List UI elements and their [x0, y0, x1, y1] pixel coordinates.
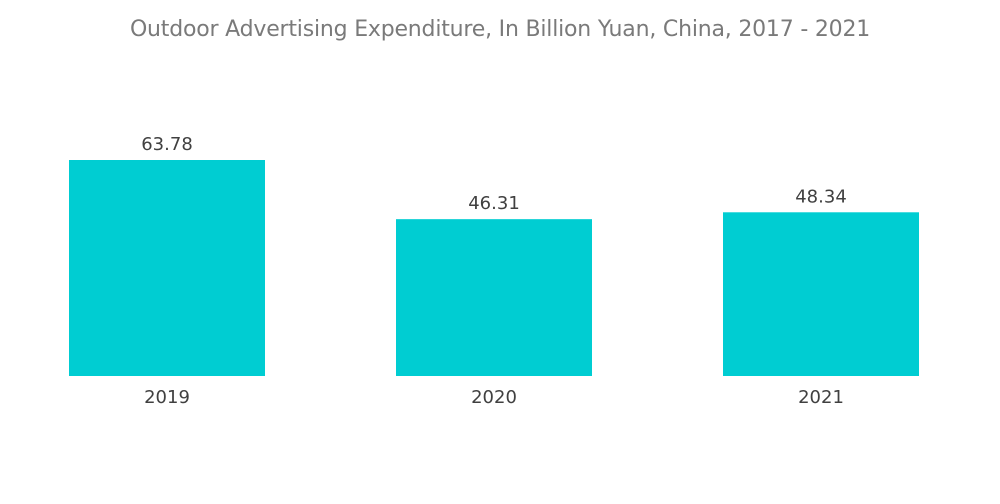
- value-label-2020: 46.31: [468, 193, 520, 214]
- bar-2021: [723, 212, 919, 376]
- x-tick-label-2020: 2020: [471, 387, 517, 408]
- value-label-2019: 63.78: [141, 134, 193, 155]
- bars-group: [69, 160, 919, 376]
- x-tick-label-2021: 2021: [798, 387, 844, 408]
- value-label-2021: 48.34: [795, 186, 847, 207]
- value-labels-group: 63.78 46.31 48.34: [141, 134, 847, 214]
- chart-title: Outdoor Advertising Expenditure, In Bill…: [129, 17, 871, 42]
- x-tick-label-2019: 2019: [144, 387, 190, 408]
- bar-2020: [396, 219, 592, 376]
- bar-2019: [69, 160, 265, 376]
- x-axis-ticks: 2019 2020 2021: [144, 387, 844, 408]
